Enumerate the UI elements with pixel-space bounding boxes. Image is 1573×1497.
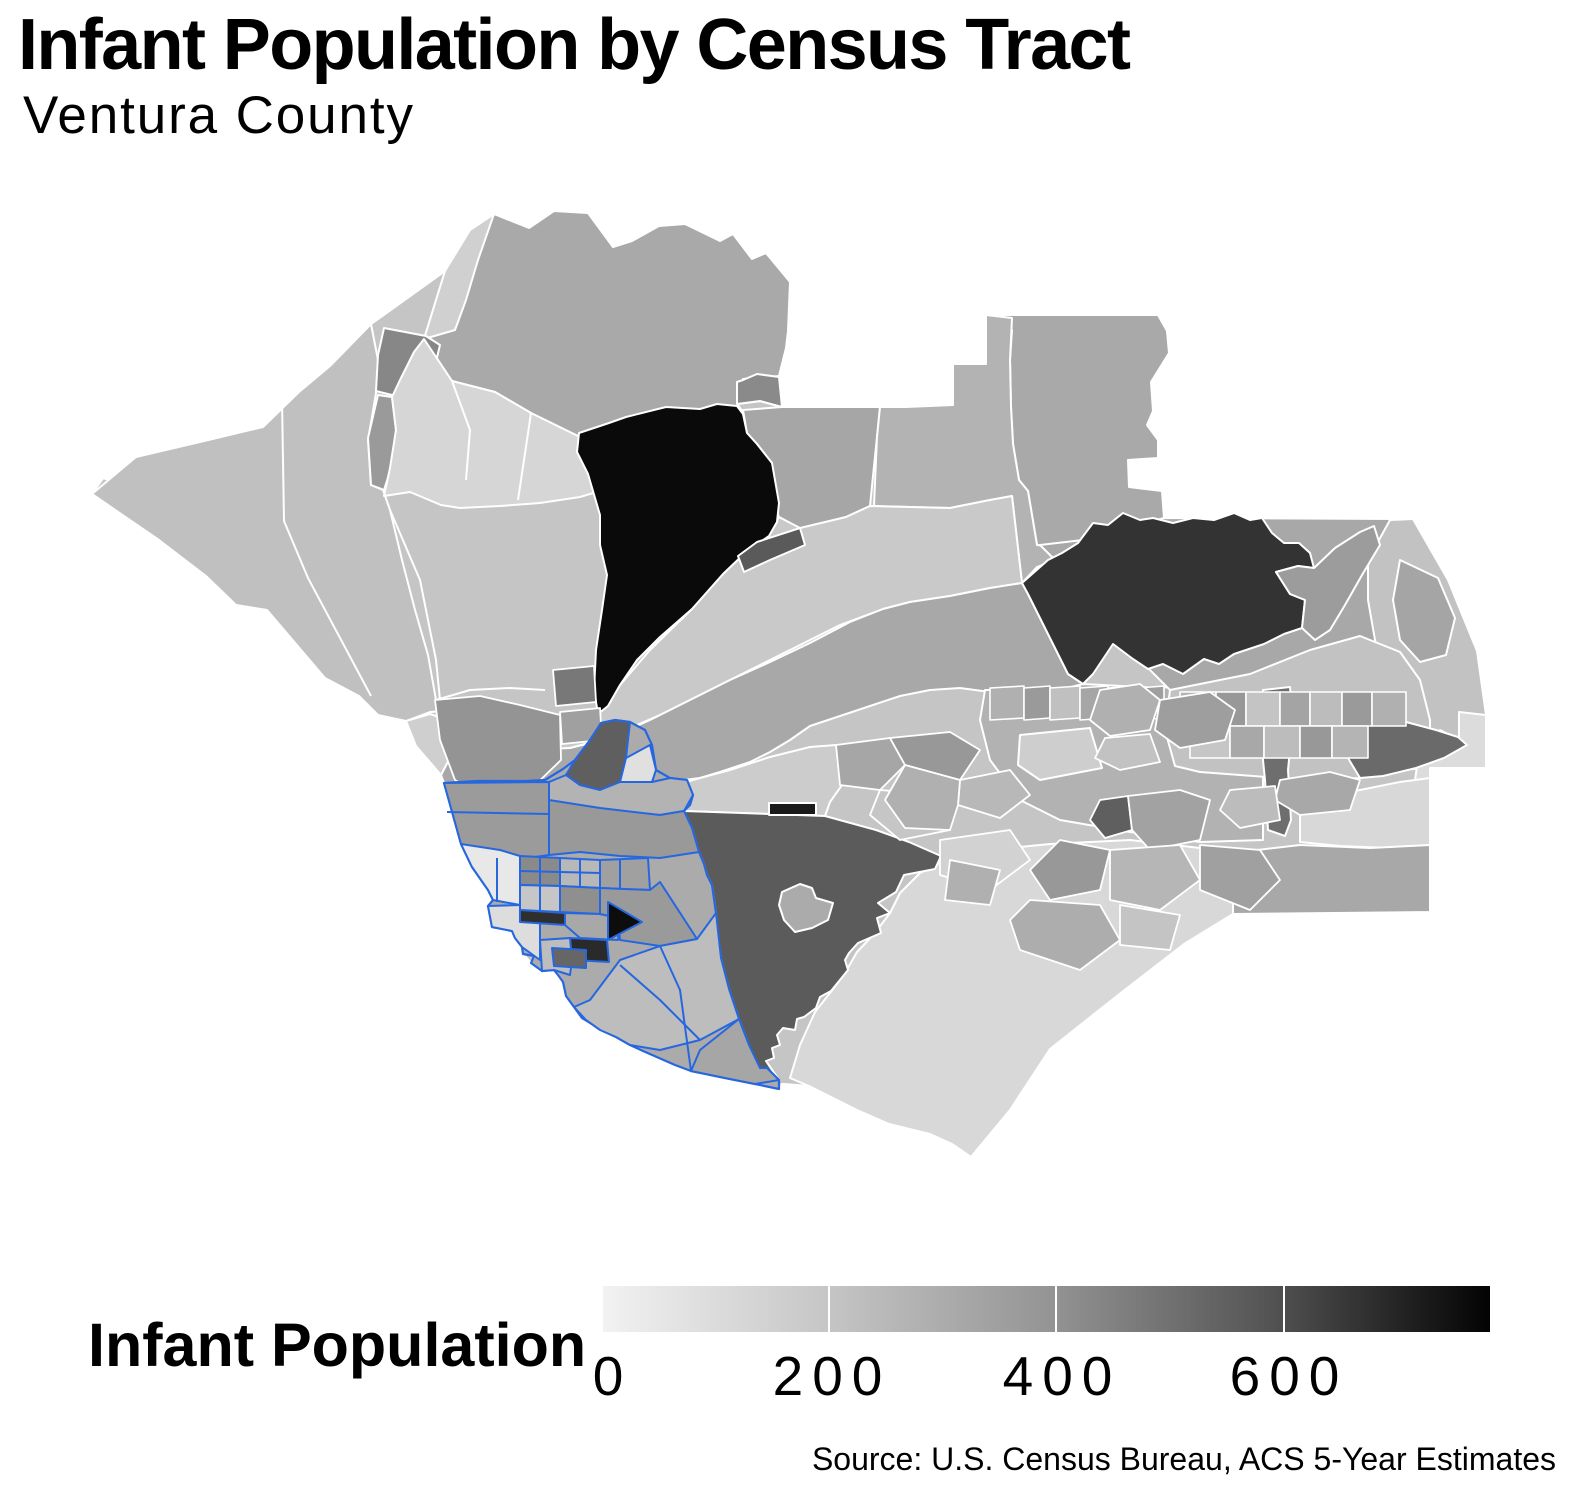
svg-text:Infant Population by Census Tr: Infant Population by Census Tract xyxy=(18,5,1131,85)
svg-text:Source: U.S. Census Bureau, AC: Source: U.S. Census Bureau, ACS 5-Year E… xyxy=(812,1441,1556,1477)
svg-text:0: 0 xyxy=(593,1345,624,1407)
svg-text:Ventura County: Ventura County xyxy=(23,86,415,145)
svg-text:Infant Population: Infant Population xyxy=(88,1311,586,1379)
svg-text:400: 400 xyxy=(1003,1345,1122,1407)
svg-text:600: 600 xyxy=(1230,1345,1349,1407)
svg-text:200: 200 xyxy=(773,1345,892,1407)
